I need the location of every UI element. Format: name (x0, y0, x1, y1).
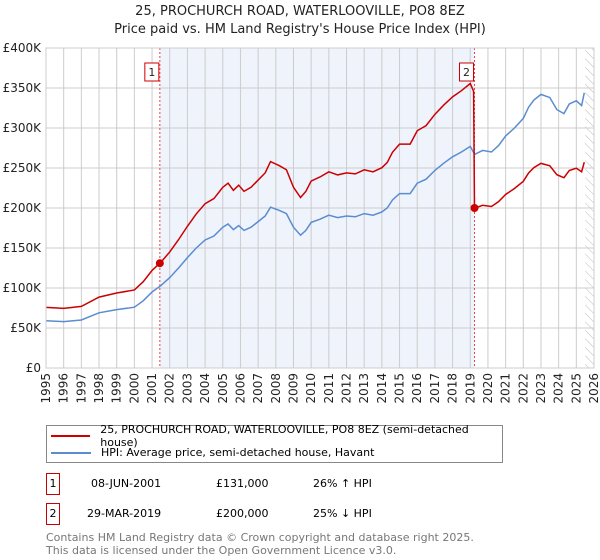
legend-item-property: 25, PROCHURCH ROAD, WATERLOOVILLE, PO8 8… (51, 423, 502, 449)
x-tick-label: 2020 (481, 373, 495, 404)
sale-price: £131,000 (216, 477, 269, 490)
x-tick-label: 2014 (375, 373, 389, 404)
sale-date: 08-JUN-2001 (91, 477, 162, 490)
legend-swatch-hpi (51, 451, 91, 454)
sale-marker-box (459, 62, 475, 82)
x-tick-label: 2012 (340, 373, 354, 404)
legend-item-hpi: HPI: Average price, semi-detached house,… (51, 444, 374, 461)
y-tick-label: £100K (3, 281, 43, 295)
sale-row-2: 2 29-MAR-2019 £200,000 25% ↓ HPI (46, 503, 546, 525)
y-tick-label: £0 (26, 361, 41, 375)
x-tick-label: 2003 (180, 373, 194, 404)
footer-copyright: Contains HM Land Registry data © Crown c… (46, 531, 474, 544)
chart-subtitle: Price paid vs. HM Land Registry's House … (114, 22, 486, 37)
x-tick-label: 2005 (216, 373, 230, 404)
x-tick-label: 2021 (499, 373, 513, 404)
legend-label-hpi: HPI: Average price, semi-detached house,… (101, 446, 375, 459)
plot-area: £0 £50K £100K £150K £200K £250K £300K £350K £400… (3, 41, 600, 404)
x-tick-label: 1998 (92, 373, 106, 404)
x-tick-label: 2011 (322, 373, 336, 404)
x-tick-label: 2010 (304, 373, 318, 404)
x-tick-label: 1996 (57, 373, 71, 404)
x-tick-label: 2013 (357, 373, 371, 404)
x-tick-label: 2004 (198, 373, 212, 404)
sale-row-1: 1 08-JUN-2001 £131,000 26% ↑ HPI (46, 473, 546, 495)
x-tick-label: 2015 (393, 373, 407, 404)
y-tick-label: £300K (3, 121, 43, 135)
x-tick-label: 2017 (428, 373, 442, 404)
x-tick-label: 2019 (463, 373, 477, 404)
footer-license: This data is licensed under the Open Gov… (46, 544, 397, 557)
x-tick-label: 2026 (587, 373, 600, 404)
x-tick-label: 2018 (446, 373, 460, 404)
y-tick-label: £150K (3, 241, 43, 255)
legend-swatch-property (51, 434, 91, 437)
sale-hpi-relation: 25% ↓ HPI (313, 507, 372, 520)
footer: Contains HM Land Registry data © Crown c… (46, 531, 474, 557)
x-tick-label: 2024 (552, 373, 566, 404)
x-tick-label: 2009 (286, 373, 300, 404)
y-tick-label: £250K (3, 161, 43, 175)
x-tick-label: 2023 (534, 373, 548, 404)
x-tick-label: 2025 (569, 373, 583, 404)
chart-title: 25, PROCHURCH ROAD, WATERLOOVILLE, PO8 8… (135, 4, 465, 19)
y-tick-label: £200K (3, 201, 43, 215)
x-tick-label: 2001 (145, 373, 159, 404)
sale-date: 29-MAR-2019 (87, 507, 162, 520)
x-tick-label: 2000 (127, 373, 141, 404)
sale-point (155, 259, 164, 268)
y-tick-label: £350K (3, 81, 43, 95)
sale-point (470, 204, 479, 212)
plot-border (45, 47, 595, 369)
x-tick-label: 2022 (516, 373, 530, 404)
x-tick-label: 2007 (251, 373, 265, 404)
y-tick-label: £50K (10, 321, 42, 335)
x-tick-label: 1997 (74, 373, 88, 404)
sale-marker-box (144, 62, 160, 82)
y-tick-label: £400K (3, 41, 43, 55)
x-tick-label: 1999 (110, 373, 124, 404)
legend: 25, PROCHURCH ROAD, WATERLOOVILLE, PO8 8… (46, 423, 503, 463)
sale-price: £200,000 (216, 507, 269, 520)
legend-label-property: 25, PROCHURCH ROAD, WATERLOOVILLE, PO8 8… (100, 422, 469, 449)
x-tick-label: 2016 (410, 373, 424, 404)
sale-marker-label: 2 (463, 66, 470, 79)
property-line (45, 82, 586, 310)
x-tick-label: 1995 (39, 373, 53, 404)
hpi-line (45, 92, 586, 323)
sale-hpi-relation: 26% ↑ HPI (313, 477, 372, 490)
sale-marker-badge: 2 (46, 503, 60, 525)
sale-marker-label: 1 (148, 66, 155, 79)
x-tick-label: 2008 (269, 373, 283, 404)
x-tick-label: 2002 (163, 373, 177, 404)
sale-marker-badge: 1 (46, 473, 60, 495)
x-tick-label: 2006 (233, 373, 247, 404)
